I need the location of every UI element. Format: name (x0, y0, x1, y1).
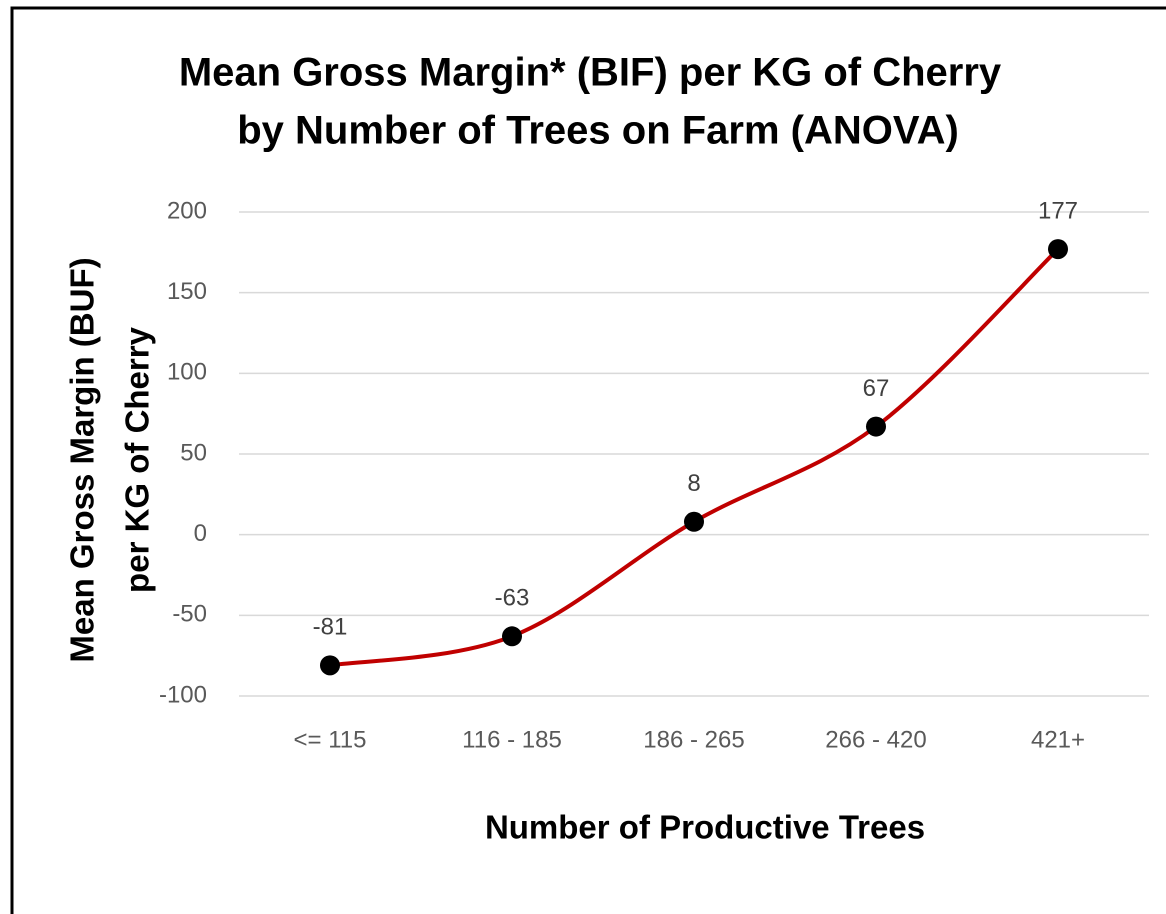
y-axis-title-line: Mean Gross Margin (BUF) (64, 257, 101, 662)
data-label: 177 (1038, 197, 1078, 224)
chart-title: Mean Gross Margin* (BIF) per KG of Cherr… (179, 51, 1002, 95)
y-tick-label: 100 (167, 359, 207, 386)
x-axis-title: Number of Productive Trees (485, 809, 925, 846)
y-tick-label: -100 (159, 681, 207, 708)
x-tick-label: 116 - 185 (462, 726, 562, 753)
marker (502, 626, 522, 647)
y-tick-label: -50 (172, 601, 207, 628)
marker (866, 416, 886, 437)
chart-title: by Number of Trees on Farm (ANOVA) (237, 109, 959, 153)
data-label: -81 (313, 614, 348, 641)
x-tick-label: 186 - 265 (643, 726, 744, 753)
y-tick-label: 200 (167, 197, 207, 224)
line (329, 247, 1060, 668)
x-tick-label: 266 - 420 (825, 726, 926, 753)
y-axis-title-line: per KG of Cherry (119, 326, 156, 593)
marker (684, 511, 704, 532)
data-label: 67 (863, 375, 890, 402)
y-tick-label: 150 (167, 278, 207, 305)
frame (10, 6, 1166, 914)
x-tick-label: <= 115 (294, 726, 367, 753)
y-axis-title: Mean Gross Margin (BUF) per KG of Cherry (64, 257, 156, 662)
y-tick-label: 0 (194, 520, 207, 547)
marker (320, 655, 340, 676)
y-tick-label: 50 (180, 439, 207, 466)
data-label: -63 (495, 585, 530, 612)
x-tick-label: 421+ (1031, 726, 1085, 753)
data-label: 8 (687, 470, 700, 497)
marker (1048, 239, 1068, 260)
